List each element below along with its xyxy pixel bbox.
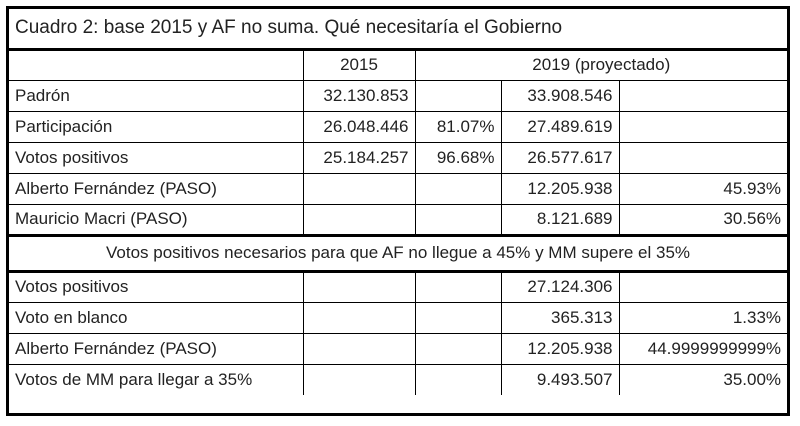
value-2019: 26.577.617: [500, 141, 620, 174]
pct-2015: [414, 301, 502, 334]
table-row: Votos positivos 25.184.257 96.68% 26.577…: [9, 141, 788, 174]
data-table: Cuadro 2: base 2015 y AF no suma. Qué ne…: [9, 9, 788, 395]
header-row: 2015 2019 (proyectado): [9, 48, 788, 81]
table-title: Cuadro 2: base 2015 y AF no suma. Qué ne…: [9, 9, 788, 51]
pct-2019: [618, 270, 788, 303]
pct-2019: 45.93%: [618, 172, 788, 205]
header-2019: 2019 (proyectado): [414, 48, 788, 81]
table-row: Participación 26.048.446 81.07% 27.489.6…: [9, 110, 788, 143]
header-empty: [9, 48, 304, 81]
pct-2015: [414, 172, 502, 205]
value-2019: 33.908.546: [500, 79, 620, 112]
table-row: Voto en blanco 365.313 1.33%: [9, 301, 788, 334]
value-2015: [302, 172, 416, 205]
pct-2019: 44.9999999999%: [618, 332, 788, 365]
pct-2019: 30.56%: [618, 203, 788, 236]
row-label: Participación: [9, 110, 304, 143]
title-row: Cuadro 2: base 2015 y AF no suma. Qué ne…: [9, 9, 788, 51]
table-row: Mauricio Macri (PASO) 8.121.689 30.56%: [9, 203, 788, 236]
value-2019: 9.493.507: [500, 363, 620, 395]
table-row: Votos de MM para llegar a 35% 9.493.507 …: [9, 363, 788, 395]
table-row: Alberto Fernández (PASO) 12.205.938 44.9…: [9, 332, 788, 365]
value-2015: [302, 301, 416, 334]
value-2015: [302, 270, 416, 303]
row-label: Votos de MM para llegar a 35%: [9, 363, 304, 395]
pct-2015: 96.68%: [414, 141, 502, 174]
pct-2015: [414, 332, 502, 365]
row-label: Alberto Fernández (PASO): [9, 172, 304, 205]
table-row: Alberto Fernández (PASO) 12.205.938 45.9…: [9, 172, 788, 205]
value-2015: 25.184.257: [302, 141, 416, 174]
value-2015: 32.130.853: [302, 79, 416, 112]
pct-2019: [618, 110, 788, 143]
pct-2015: [414, 270, 502, 303]
pct-2019: [618, 79, 788, 112]
row-label: Votos positivos: [9, 270, 304, 303]
row-label: Padrón: [9, 79, 304, 112]
value-2019: 27.489.619: [500, 110, 620, 143]
row-label: Mauricio Macri (PASO): [9, 203, 304, 236]
value-2019: 8.121.689: [500, 203, 620, 236]
pct-2015: [414, 363, 502, 395]
value-2015: [302, 363, 416, 395]
pct-2015: 81.07%: [414, 110, 502, 143]
table-frame: Cuadro 2: base 2015 y AF no suma. Qué ne…: [6, 6, 790, 416]
pct-2019: 1.33%: [618, 301, 788, 334]
banner-row: Votos positivos necesarios para que AF n…: [9, 233, 788, 273]
row-label: Alberto Fernández (PASO): [9, 332, 304, 365]
value-2019: 12.205.938: [500, 332, 620, 365]
table-row: Padrón 32.130.853 33.908.546: [9, 79, 788, 112]
header-2015: 2015: [302, 48, 416, 81]
pct-2019: 35.00%: [618, 363, 788, 395]
value-2015: [302, 203, 416, 236]
value-2015: 26.048.446: [302, 110, 416, 143]
pct-2015: [414, 203, 502, 236]
pct-2015: [414, 79, 502, 112]
value-2019: 365.313: [500, 301, 620, 334]
row-label: Voto en blanco: [9, 301, 304, 334]
value-2015: [302, 332, 416, 365]
pct-2019: [618, 141, 788, 174]
row-label: Votos positivos: [9, 141, 304, 174]
table-row: Votos positivos 27.124.306: [9, 270, 788, 303]
value-2019: 12.205.938: [500, 172, 620, 205]
section-banner: Votos positivos necesarios para que AF n…: [9, 233, 788, 273]
value-2019: 27.124.306: [500, 270, 620, 303]
